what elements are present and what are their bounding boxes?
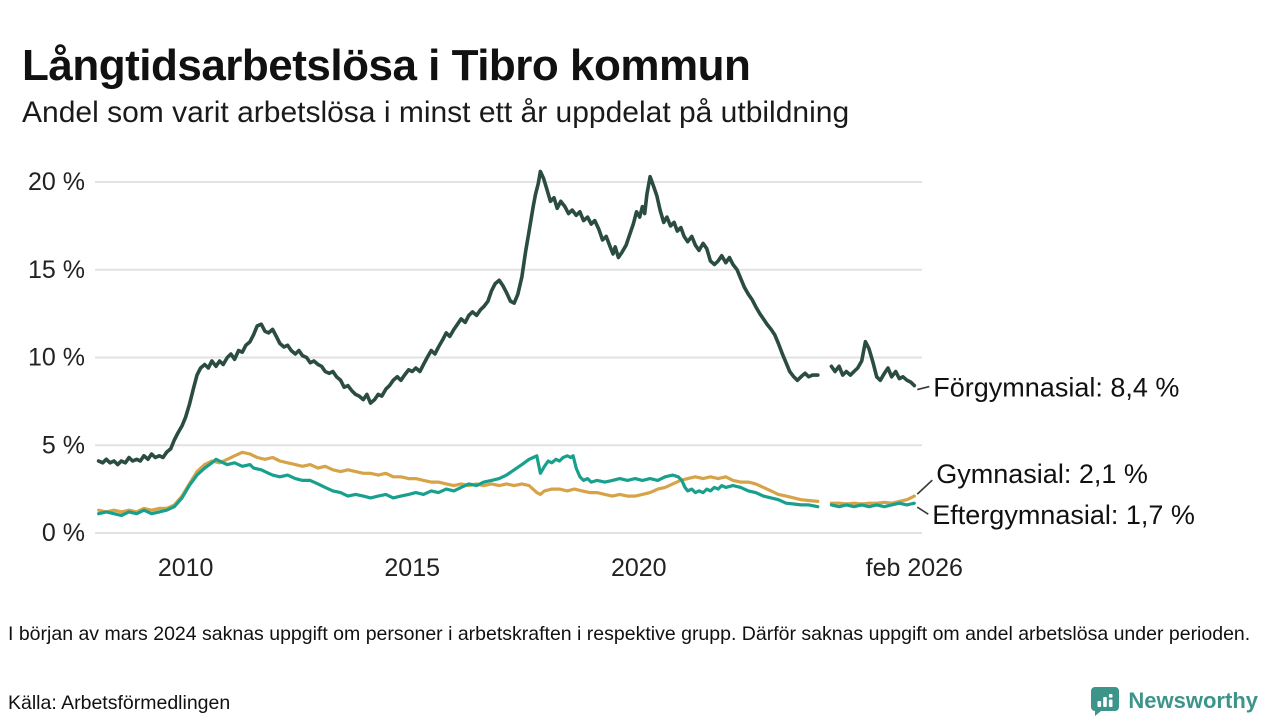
x-axis-tick-label: 2010 <box>158 554 214 582</box>
speech-bubble-bar-chart-icon <box>1090 686 1120 716</box>
y-axis-tick-label: 0 % <box>42 519 85 547</box>
x-axis-tick-label: feb 2026 <box>866 554 963 582</box>
page-title: Långtidsarbetslösa i Tibro kommun <box>22 41 751 91</box>
label-connector-gymnasial <box>916 479 933 495</box>
newsworthy-logo[interactable]: Newsworthy <box>1090 686 1258 716</box>
page-subtitle: Andel som varit arbetslösa i minst ett å… <box>22 96 850 129</box>
label-connector-förgymnasial <box>917 385 930 391</box>
series-end-label-förgymnasial: Förgymnasial: 8,4 % <box>933 373 1179 403</box>
source-credit: Källa: Arbetsförmedlingen <box>8 692 231 714</box>
y-axis-tick-label: 5 % <box>42 431 85 459</box>
series-end-label-eftergymnasial: Eftergymnasial: 1,7 % <box>932 500 1195 530</box>
y-axis-tick-label: 20 % <box>28 168 85 196</box>
chart-footnote: I början av mars 2024 saknas uppgift om … <box>8 623 1251 645</box>
y-axis-tick-label: 15 % <box>28 256 85 284</box>
label-connector-eftergymnasial <box>916 506 929 515</box>
x-axis-tick-label: 2020 <box>611 554 667 582</box>
logo-wordmark: Newsworthy <box>1128 688 1258 713</box>
series-end-label-gymnasial: Gymnasial: 2,1 % <box>936 459 1148 489</box>
x-axis-tick-label: 2015 <box>384 554 440 582</box>
series-line-eftergymnasial <box>97 454 916 518</box>
series-line-förgymnasial <box>96 169 917 467</box>
y-axis-tick-label: 10 % <box>28 344 85 372</box>
